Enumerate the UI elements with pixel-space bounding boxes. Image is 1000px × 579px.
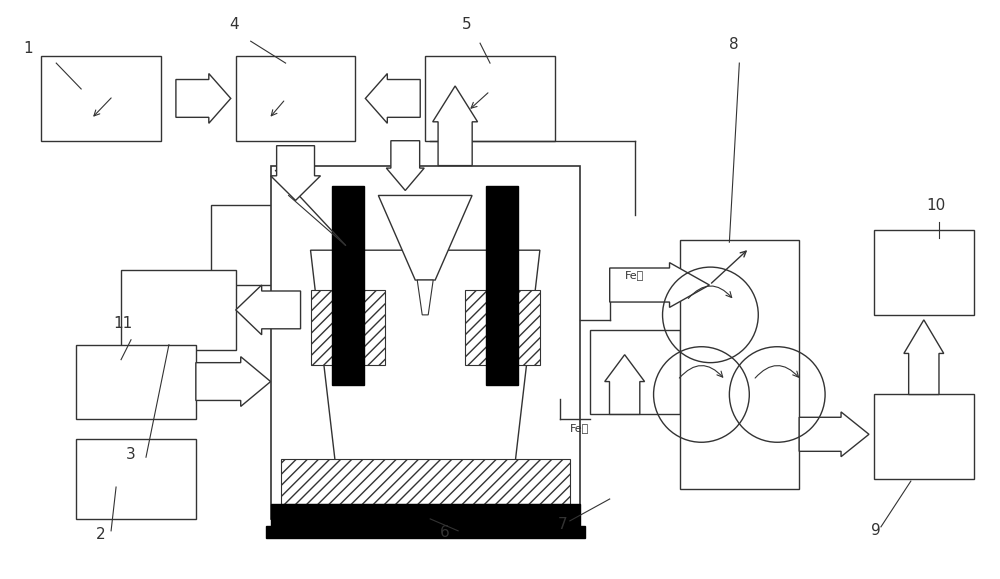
Bar <box>76 345 196 419</box>
Bar <box>465 290 540 365</box>
Bar <box>211 206 345 285</box>
Bar <box>874 230 974 315</box>
Text: 5: 5 <box>462 17 472 32</box>
Text: Fe水: Fe水 <box>625 270 644 280</box>
Text: 2: 2 <box>96 527 106 542</box>
Bar <box>350 504 470 526</box>
Polygon shape <box>311 250 540 464</box>
Bar <box>41 56 161 141</box>
Bar <box>76 439 196 519</box>
Polygon shape <box>271 146 320 200</box>
Text: 7: 7 <box>558 517 567 532</box>
Polygon shape <box>386 141 424 190</box>
Bar <box>121 270 236 350</box>
Text: 3: 3 <box>126 447 136 462</box>
Bar <box>271 166 580 519</box>
Text: 4: 4 <box>229 17 238 32</box>
Bar <box>281 459 570 504</box>
Text: Fe水: Fe水 <box>570 423 589 433</box>
Polygon shape <box>176 74 231 123</box>
Bar <box>266 526 585 538</box>
Bar <box>590 330 680 415</box>
Polygon shape <box>610 263 709 307</box>
Bar <box>680 240 799 489</box>
Bar <box>332 185 364 384</box>
Text: 6: 6 <box>440 525 450 540</box>
Text: 11: 11 <box>113 316 132 331</box>
Bar <box>874 394 974 479</box>
Polygon shape <box>196 357 271 406</box>
Bar <box>425 56 555 141</box>
Text: 10: 10 <box>927 199 946 214</box>
Polygon shape <box>365 74 420 123</box>
Polygon shape <box>378 196 472 280</box>
Polygon shape <box>433 86 478 166</box>
Bar <box>271 504 580 526</box>
Polygon shape <box>799 412 869 457</box>
Bar <box>236 56 355 141</box>
Text: 1: 1 <box>23 41 33 56</box>
Polygon shape <box>236 285 301 335</box>
Polygon shape <box>605 355 645 415</box>
Bar <box>311 290 385 365</box>
Text: 9: 9 <box>871 523 881 538</box>
Polygon shape <box>904 320 944 394</box>
Bar <box>486 185 518 384</box>
Text: 8: 8 <box>729 37 739 52</box>
Polygon shape <box>417 280 433 315</box>
